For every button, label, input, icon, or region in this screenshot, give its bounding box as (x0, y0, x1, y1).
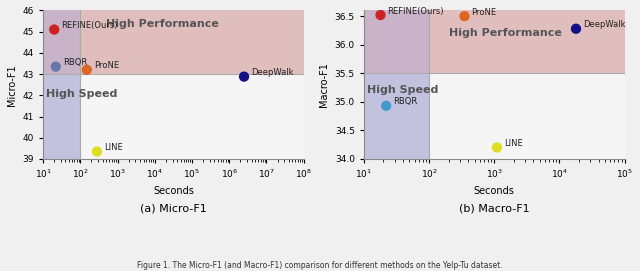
Point (381, 104, 391, 108)
Text: LINE: LINE (104, 143, 123, 152)
Bar (364, 11, 429, 73)
Text: ProNE: ProNE (472, 8, 497, 17)
Point (492, 145, 502, 150)
Y-axis label: Macro-F1: Macro-F1 (319, 62, 329, 107)
Bar (43, 11, 80, 74)
Bar (429, 11, 625, 73)
Point (239, 75, 249, 79)
Text: DeepWalk: DeepWalk (251, 68, 294, 77)
Text: High Performance: High Performance (106, 19, 219, 29)
Point (92, 149, 102, 154)
Point (51, 64, 61, 69)
Text: RBQR: RBQR (63, 58, 87, 67)
Point (571, 27, 581, 31)
Text: LINE: LINE (504, 139, 523, 148)
Bar (364, 73, 429, 159)
Point (460, 14, 470, 18)
Text: ProNE: ProNE (94, 62, 119, 70)
X-axis label: Seconds: Seconds (153, 186, 194, 196)
X-axis label: Seconds: Seconds (474, 186, 515, 196)
Point (376, 13, 386, 17)
Text: (a) Micro-F1: (a) Micro-F1 (140, 204, 207, 214)
Text: (b) Macro-F1: (b) Macro-F1 (459, 204, 529, 214)
Y-axis label: Micro-F1: Micro-F1 (7, 64, 17, 105)
Point (49, 27, 60, 32)
Bar (80, 11, 304, 74)
Bar (43, 74, 80, 159)
Text: High Performance: High Performance (449, 28, 561, 38)
Text: REFINE(Ours): REFINE(Ours) (387, 7, 444, 16)
Point (82, 68, 92, 72)
Text: DeepWalk: DeepWalk (583, 20, 625, 29)
Text: REFINE(Ours): REFINE(Ours) (61, 21, 118, 30)
Text: High Speed: High Speed (46, 89, 117, 99)
Text: RBQR: RBQR (393, 98, 417, 107)
Text: High Speed: High Speed (367, 85, 438, 95)
Text: Figure 1. The Micro-F1 (and Macro-F1) comparison for different methods on the Ye: Figure 1. The Micro-F1 (and Macro-F1) co… (137, 261, 503, 270)
